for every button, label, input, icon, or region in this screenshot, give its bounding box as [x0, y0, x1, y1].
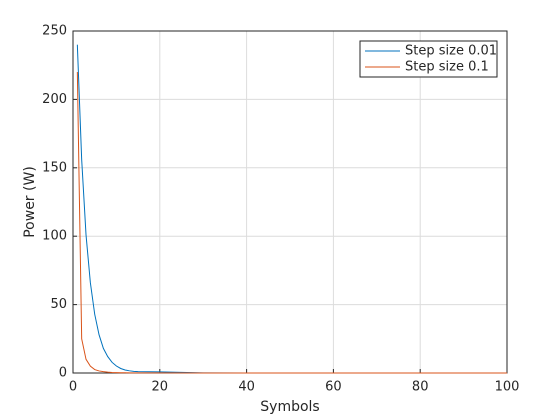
y-tick-label: 150 — [42, 160, 67, 175]
x-tick-label: 80 — [412, 380, 429, 395]
x-axis-label: Symbols — [260, 399, 319, 415]
x-tick-label: 60 — [325, 380, 342, 395]
x-tick-label: 40 — [238, 380, 255, 395]
x-tick-label: 20 — [152, 380, 169, 395]
data-line — [76, 72, 507, 374]
y-tick-label: 100 — [42, 229, 67, 244]
y-tick-label: 0 — [59, 366, 67, 381]
x-tick-label: 100 — [495, 380, 520, 395]
x-tick-label: 0 — [69, 380, 77, 395]
legend-label: Step size 0.1 — [405, 60, 489, 75]
y-tick-label: 50 — [50, 297, 67, 312]
legend-label: Step size 0.01 — [405, 44, 497, 59]
legend-box — [359, 40, 498, 78]
y-axis-label: Power (W) — [22, 166, 38, 238]
y-tick-label: 250 — [42, 24, 67, 39]
y-tick-label: 200 — [42, 92, 67, 107]
